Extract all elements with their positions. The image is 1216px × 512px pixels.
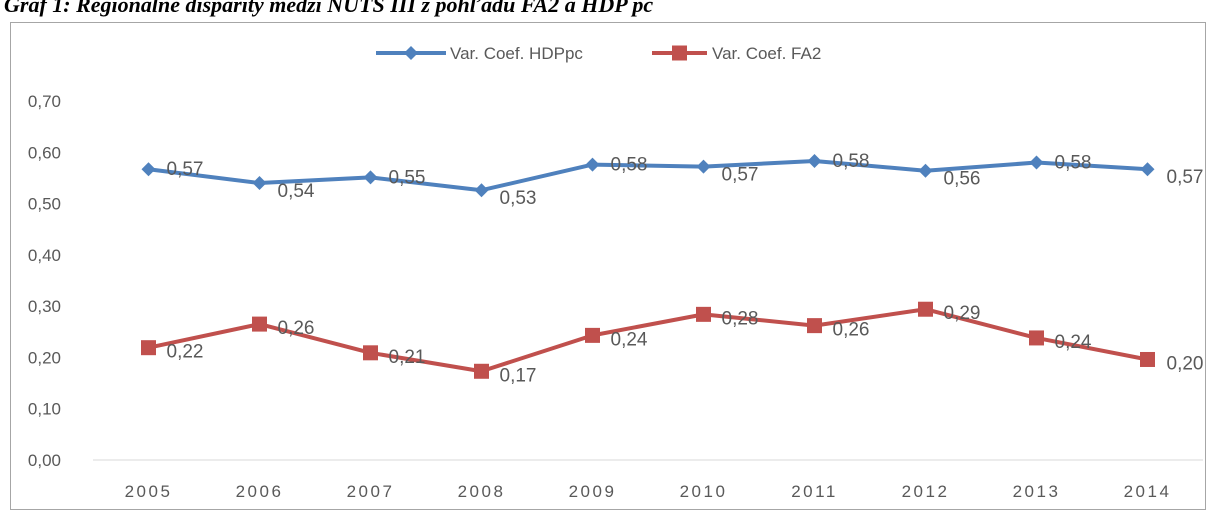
data-label: 0,17 bbox=[500, 365, 537, 386]
data-label: 0,26 bbox=[833, 320, 870, 341]
data-point-marker bbox=[252, 176, 267, 191]
data-label: 0,28 bbox=[722, 308, 759, 329]
data-labels: 0,57 0,54 0,55 0,53 0,58 0,57 0,58 0,56 0,58 0,57… bbox=[167, 151, 1204, 386]
data-point-marker bbox=[1029, 330, 1044, 346]
x-tick-label: 2007 bbox=[347, 482, 395, 501]
data-point-marker bbox=[807, 154, 822, 169]
figure-caption: Graf 1: Regionálne disparity medzi NUTS … bbox=[4, 0, 654, 17]
data-point-marker bbox=[918, 163, 933, 178]
series-line bbox=[146, 307, 1150, 374]
data-label: 0,29 bbox=[944, 303, 981, 324]
data-point-marker bbox=[474, 183, 489, 198]
data-point-marker bbox=[807, 318, 822, 334]
x-tick-label: 2009 bbox=[569, 482, 617, 501]
legend: Var. Coef. HDPpc Var. Coef. FA2 bbox=[376, 44, 821, 63]
data-label: 0,55 bbox=[389, 167, 426, 188]
x-tick-label: 2008 bbox=[458, 482, 506, 501]
data-point-marker bbox=[1140, 351, 1155, 367]
data-point-marker bbox=[1029, 155, 1044, 170]
data-label: 0,26 bbox=[278, 318, 315, 339]
data-label: 0,22 bbox=[167, 342, 204, 363]
chart-frame bbox=[10, 22, 1206, 510]
data-label: 0,54 bbox=[278, 181, 315, 202]
x-axis: 2005 2006 2007 2008 2009 2010 2011 2012 2013 2014 bbox=[93, 459, 1203, 501]
series-group bbox=[141, 154, 1155, 379]
data-label: 0,53 bbox=[500, 188, 537, 209]
legend-label: Var. Coef. HDPpc bbox=[450, 44, 583, 63]
x-tick-label: 2012 bbox=[902, 482, 950, 501]
data-label: 0,24 bbox=[1055, 332, 1092, 353]
y-tick-label: 0,40 bbox=[28, 246, 61, 265]
x-tick-label: 2011 bbox=[791, 482, 838, 501]
data-point-marker bbox=[696, 159, 711, 174]
x-tick-label: 2014 bbox=[1124, 482, 1172, 501]
legend-marker bbox=[404, 46, 418, 60]
data-point-marker bbox=[141, 162, 156, 177]
y-tick-label: 0,70 bbox=[28, 92, 61, 111]
data-label: 0,57 bbox=[1167, 167, 1204, 188]
data-point-marker bbox=[918, 301, 933, 317]
data-point-marker bbox=[696, 306, 711, 322]
data-label: 0,21 bbox=[389, 347, 426, 368]
data-point-marker bbox=[474, 363, 489, 379]
data-label: 0,20 bbox=[1167, 353, 1204, 374]
data-point-marker bbox=[585, 327, 600, 343]
data-label: 0,24 bbox=[611, 329, 648, 350]
x-tick-label: 2006 bbox=[236, 482, 284, 501]
x-tick-label: 2010 bbox=[680, 482, 728, 501]
data-label: 0,56 bbox=[944, 169, 981, 190]
x-tick-label: 2013 bbox=[1013, 482, 1061, 501]
data-point-marker bbox=[363, 345, 378, 361]
data-label: 0,58 bbox=[611, 155, 648, 176]
series-line bbox=[146, 159, 1150, 193]
y-tick-label: 0,10 bbox=[28, 400, 61, 419]
y-tick-label: 0,30 bbox=[28, 297, 61, 316]
y-tick-label: 0,50 bbox=[28, 195, 61, 214]
data-point-marker bbox=[363, 170, 378, 185]
legend-label: Var. Coef. FA2 bbox=[712, 44, 821, 63]
legend-marker bbox=[672, 45, 687, 61]
data-point-marker bbox=[585, 157, 600, 172]
data-label: 0,57 bbox=[722, 165, 759, 186]
data-label: 0,58 bbox=[833, 151, 870, 172]
data-point-marker bbox=[141, 340, 156, 356]
y-tick-label: 0,20 bbox=[28, 348, 61, 367]
data-label: 0,58 bbox=[1055, 153, 1092, 174]
x-tick-label: 2005 bbox=[125, 482, 173, 501]
y-tick-label: 0,60 bbox=[28, 143, 61, 162]
y-tick-label: 0,00 bbox=[28, 451, 61, 470]
data-point-marker bbox=[252, 316, 267, 332]
data-point-marker bbox=[1140, 162, 1155, 177]
data-label: 0,57 bbox=[167, 159, 204, 180]
y-axis: 0,00 0,10 0,20 0,30 0,40 0,50 0,60 0,70 bbox=[28, 92, 61, 470]
